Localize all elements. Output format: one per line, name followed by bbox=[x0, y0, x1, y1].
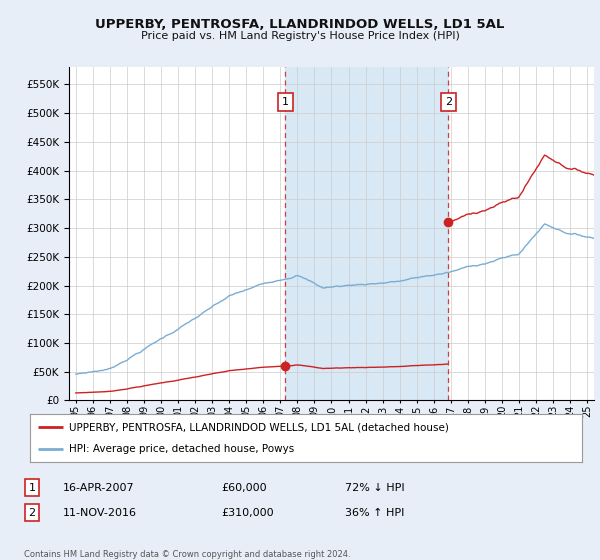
Text: HPI: Average price, detached house, Powys: HPI: Average price, detached house, Powy… bbox=[68, 444, 294, 454]
Text: £60,000: £60,000 bbox=[221, 483, 266, 493]
Text: 1: 1 bbox=[29, 483, 35, 493]
Text: Contains HM Land Registry data © Crown copyright and database right 2024.
This d: Contains HM Land Registry data © Crown c… bbox=[24, 550, 350, 560]
Text: 16-APR-2007: 16-APR-2007 bbox=[63, 483, 135, 493]
Text: 36% ↑ HPI: 36% ↑ HPI bbox=[345, 508, 404, 518]
Text: 2: 2 bbox=[445, 97, 452, 106]
Bar bbox=[286, 67, 448, 400]
Text: 2: 2 bbox=[29, 508, 35, 518]
Text: UPPERBY, PENTROSFA, LLANDRINDOD WELLS, LD1 5AL: UPPERBY, PENTROSFA, LLANDRINDOD WELLS, L… bbox=[95, 18, 505, 31]
Text: 1: 1 bbox=[282, 97, 289, 106]
Text: 11-NOV-2016: 11-NOV-2016 bbox=[63, 508, 137, 518]
Text: Price paid vs. HM Land Registry's House Price Index (HPI): Price paid vs. HM Land Registry's House … bbox=[140, 31, 460, 41]
Text: 72% ↓ HPI: 72% ↓ HPI bbox=[345, 483, 405, 493]
Text: £310,000: £310,000 bbox=[221, 508, 274, 518]
Text: UPPERBY, PENTROSFA, LLANDRINDOD WELLS, LD1 5AL (detached house): UPPERBY, PENTROSFA, LLANDRINDOD WELLS, L… bbox=[68, 422, 449, 432]
